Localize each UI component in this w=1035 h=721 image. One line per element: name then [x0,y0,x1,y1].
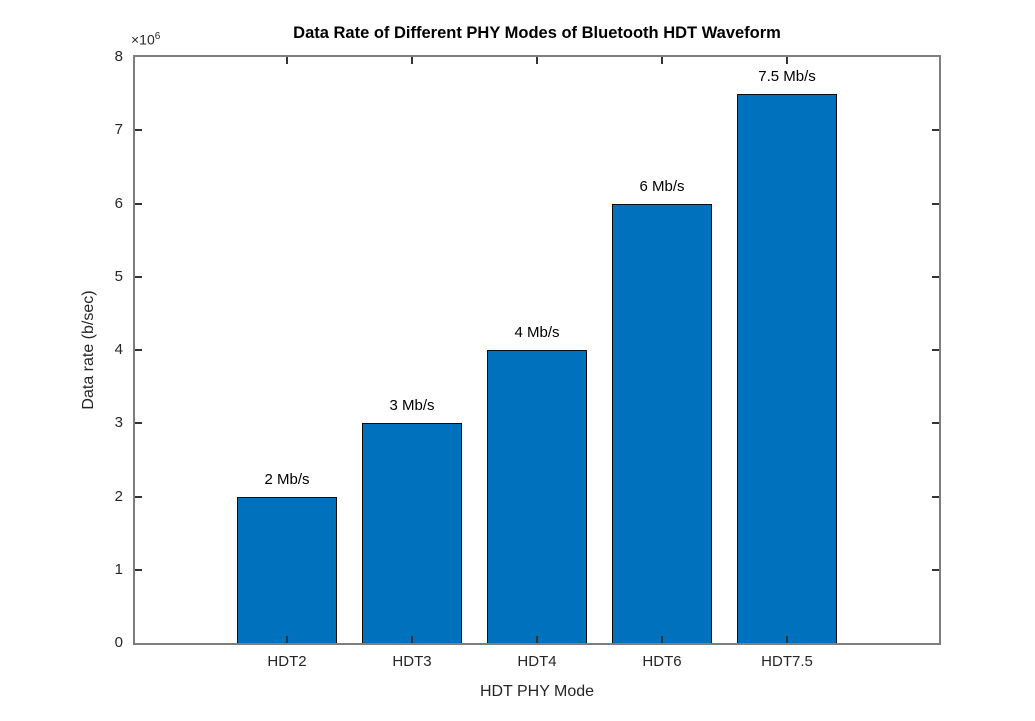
x-tick-mark-top [536,57,538,64]
x-tick-mark-top [786,57,788,64]
y-tick-label: 8 [114,48,123,65]
y-tick-mark-right [932,422,939,425]
x-tick-label: HDT3 [392,653,432,670]
y-tick-label: 4 [114,341,123,358]
plot-area: Data Rate of Different PHY Modes of Blue… [80,24,941,700]
bar [362,423,462,643]
offset-base: ×10 [131,31,155,48]
y-tick-mark-right [932,495,939,498]
bar [737,93,837,643]
x-tick-mark [411,636,413,643]
y-tick-mark [135,422,142,425]
y-tick-mark [135,568,142,571]
bar [612,203,712,643]
y-tick-mark [135,275,142,278]
y-tick-mark [135,202,142,205]
y-tick-label: 6 [114,194,123,212]
bar [237,496,337,643]
y-tick-label: 5 [114,267,123,285]
bar-value-label: 6 Mb/s [639,177,685,195]
bar-value-label: 4 Mb/s [514,324,560,341]
x-axis-label: HDT PHY Mode [479,683,595,700]
y-tick-mark [135,349,142,351]
y-tick-mark [135,495,142,498]
bar [487,350,587,643]
y-tick-mark [135,129,142,132]
x-tick-mark-top [286,57,288,64]
bar-value-label: 7.5 Mb/s [758,67,816,85]
x-tick-label: HDT7.5 [761,653,813,670]
bar-value-label: 3 Mb/s [389,397,435,415]
x-tick-mark-top [661,57,663,64]
x-tick-label: HDT6 [642,653,682,670]
y-tick-mark-right [932,129,939,132]
x-tick-mark [536,636,538,643]
x-tick-label: HDT2 [267,653,307,670]
y-tick-mark-right [932,568,939,571]
x-tick-mark [786,636,788,643]
y-tick-mark-right [932,349,939,351]
y-tick-label: 2 [114,487,123,505]
x-tick-label: HDT4 [517,653,557,670]
chart-title: Data Rate of Different PHY Modes of Blue… [293,24,781,42]
y-tick-mark-right [932,202,939,205]
y-tick-label: 0 [114,634,123,651]
bar-value-label: 2 Mb/s [264,470,310,488]
offset-exponent: 6 [154,31,161,42]
x-tick-mark [661,636,663,643]
x-tick-mark [286,636,288,643]
y-tick-label: 7 [114,121,123,139]
y-axis-offset-text: ×106 [131,31,160,48]
y-tick-label: 1 [114,560,123,578]
y-tick-mark-right [932,275,939,278]
x-tick-mark-top [411,57,413,64]
y-tick-label: 3 [114,414,123,432]
